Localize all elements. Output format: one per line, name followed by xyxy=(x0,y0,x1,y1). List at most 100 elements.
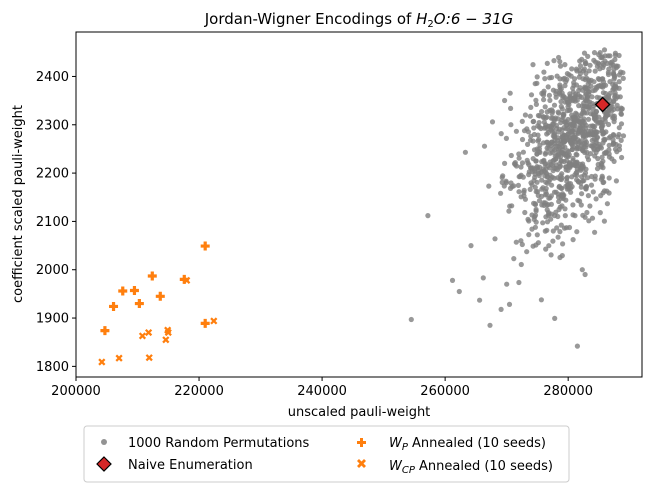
random-permutation-point xyxy=(606,151,612,157)
random-permutation-point xyxy=(569,174,575,180)
random-permutation-point xyxy=(515,182,522,188)
random-permutation-point xyxy=(516,151,522,157)
random-permutation-point xyxy=(583,184,589,190)
random-permutation-point xyxy=(519,241,525,248)
random-permutation-point xyxy=(526,162,532,168)
random-permutation-point xyxy=(558,176,565,183)
random-permutation-point xyxy=(574,145,580,151)
random-permutation-point xyxy=(591,79,597,85)
random-permutation-point xyxy=(525,141,531,147)
random-permutation-point xyxy=(503,180,509,186)
random-permutation-point xyxy=(560,114,566,120)
random-permutation-point xyxy=(582,271,588,278)
random-permutation-point xyxy=(533,158,539,164)
random-permutation-point xyxy=(561,139,567,145)
random-permutation-point xyxy=(618,137,624,143)
random-permutation-point xyxy=(562,62,568,68)
random-permutation-point xyxy=(521,128,528,134)
random-permutation-point xyxy=(593,108,599,114)
random-permutation-point xyxy=(598,193,604,199)
y-tick-label: 2100 xyxy=(36,215,69,230)
random-permutation-point xyxy=(573,135,579,141)
random-permutation-point xyxy=(612,146,619,152)
random-permutation-point xyxy=(580,106,586,112)
random-permutation-point xyxy=(611,158,617,164)
random-permutation-point xyxy=(551,58,557,64)
random-permutation-point xyxy=(564,175,570,181)
random-permutation-point xyxy=(541,97,547,103)
random-permutation-point xyxy=(543,179,549,185)
random-permutation-point xyxy=(547,150,553,156)
random-permutation-point xyxy=(607,53,613,59)
y-tick-label: 1900 xyxy=(36,312,69,327)
random-permutation-point xyxy=(595,83,601,89)
random-permutation-point xyxy=(531,147,538,153)
random-permutation-point xyxy=(508,122,514,128)
random-permutation-point xyxy=(508,180,514,186)
legend-marker-wp xyxy=(357,438,366,447)
random-permutation-point xyxy=(562,83,568,89)
random-permutation-point xyxy=(519,160,526,166)
random-permutation-point xyxy=(553,91,559,97)
random-permutation-point xyxy=(606,175,612,181)
random-permutation-point xyxy=(518,194,524,200)
random-permutation-point xyxy=(616,72,623,78)
legend-marker-wcp xyxy=(357,459,366,468)
random-permutation-point xyxy=(583,122,589,128)
random-permutation-point xyxy=(548,193,555,199)
random-permutation-point xyxy=(477,297,483,303)
random-permutation-point xyxy=(614,102,620,108)
random-permutation-point xyxy=(528,133,534,139)
random-permutation-point xyxy=(521,189,527,195)
random-permutation-point xyxy=(595,156,601,162)
legend-marker-naive xyxy=(96,456,112,472)
random-permutation-point xyxy=(591,142,597,148)
random-permutation-point xyxy=(575,92,581,98)
random-permutation-point xyxy=(527,186,533,192)
random-permutation-point xyxy=(591,116,598,122)
wp-annealed-point xyxy=(134,299,144,309)
random-permutation-point xyxy=(544,219,551,225)
random-permutation-point xyxy=(449,277,456,283)
random-permutation-point xyxy=(574,229,580,235)
random-permutation-point xyxy=(604,188,610,194)
random-permutation-point xyxy=(613,178,620,184)
random-permutation-point xyxy=(589,94,595,100)
random-permutation-point xyxy=(480,275,486,281)
random-permutation-point xyxy=(571,94,578,101)
random-permutation-point xyxy=(558,99,564,105)
random-permutation-point xyxy=(555,109,561,115)
random-permutation-point xyxy=(550,228,556,234)
random-permutation-point xyxy=(546,243,552,249)
legend-marker-random xyxy=(101,439,107,445)
random-permutation-point xyxy=(543,246,549,252)
random-permutation-point xyxy=(551,189,558,195)
x-tick-label: 280000 xyxy=(543,384,593,399)
random-permutation-point xyxy=(548,201,555,207)
legend-label-wp: WP Annealed (10 seeds) xyxy=(389,436,546,453)
random-permutation-point xyxy=(593,59,599,65)
random-permutation-point xyxy=(524,249,530,255)
random-permutation-point xyxy=(588,182,595,188)
random-permutation-point xyxy=(531,216,537,222)
random-permutation-point xyxy=(610,113,616,119)
random-permutation-point xyxy=(552,315,558,321)
random-permutation-point xyxy=(508,152,514,159)
random-permutation-point xyxy=(599,125,605,131)
random-permutation-point xyxy=(500,173,506,179)
legend-item-wp: WP Annealed (10 seeds) xyxy=(357,436,546,453)
wp-annealed-point xyxy=(200,241,210,251)
random-permutation-point xyxy=(564,71,571,77)
random-permutation-point xyxy=(562,206,568,212)
random-permutation-point xyxy=(534,80,540,86)
random-permutation-point xyxy=(535,112,542,119)
random-permutation-point xyxy=(567,137,573,144)
random-permutation-point xyxy=(597,50,603,56)
random-permutation-point xyxy=(498,190,504,196)
random-permutation-point xyxy=(573,66,580,72)
random-permutation-point xyxy=(518,261,524,268)
random-permutation-point xyxy=(558,120,564,126)
wp-annealed-point xyxy=(155,291,165,301)
random-permutation-point xyxy=(576,103,582,109)
